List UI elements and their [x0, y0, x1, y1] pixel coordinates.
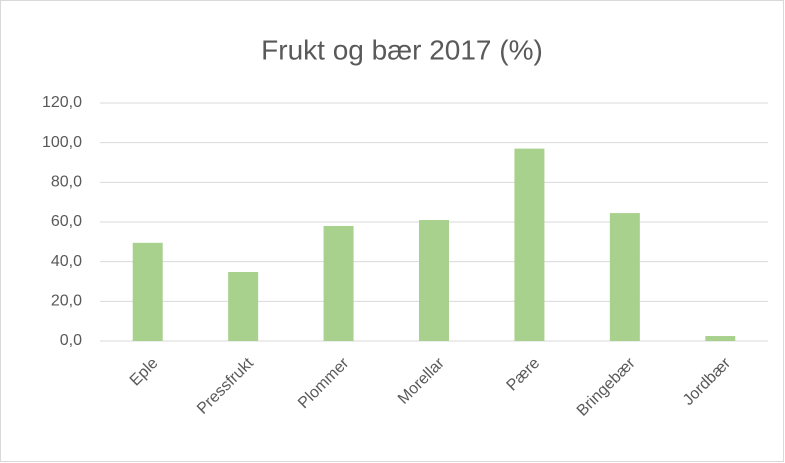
y-tick-label: 80,0: [51, 174, 82, 191]
y-tick-label: 40,0: [51, 253, 82, 270]
bar: [228, 271, 259, 341]
y-tick-label: 20,0: [51, 293, 82, 310]
y-tick-label: 60,0: [51, 213, 82, 230]
bar: [514, 148, 545, 341]
chart-title: Frukt og bær 2017 (%): [261, 34, 543, 65]
y-tick-label: 100,0: [42, 134, 82, 151]
y-tick-label: 0,0: [60, 332, 82, 349]
bar: [705, 336, 736, 341]
bar: [609, 213, 640, 341]
bar: [419, 220, 449, 341]
y-tick-label: 120,0: [42, 94, 82, 111]
bar: [323, 225, 354, 341]
bar: [132, 242, 163, 341]
